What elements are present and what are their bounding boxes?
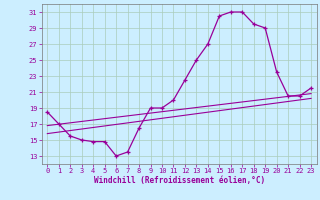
X-axis label: Windchill (Refroidissement éolien,°C): Windchill (Refroidissement éolien,°C) — [94, 176, 265, 185]
